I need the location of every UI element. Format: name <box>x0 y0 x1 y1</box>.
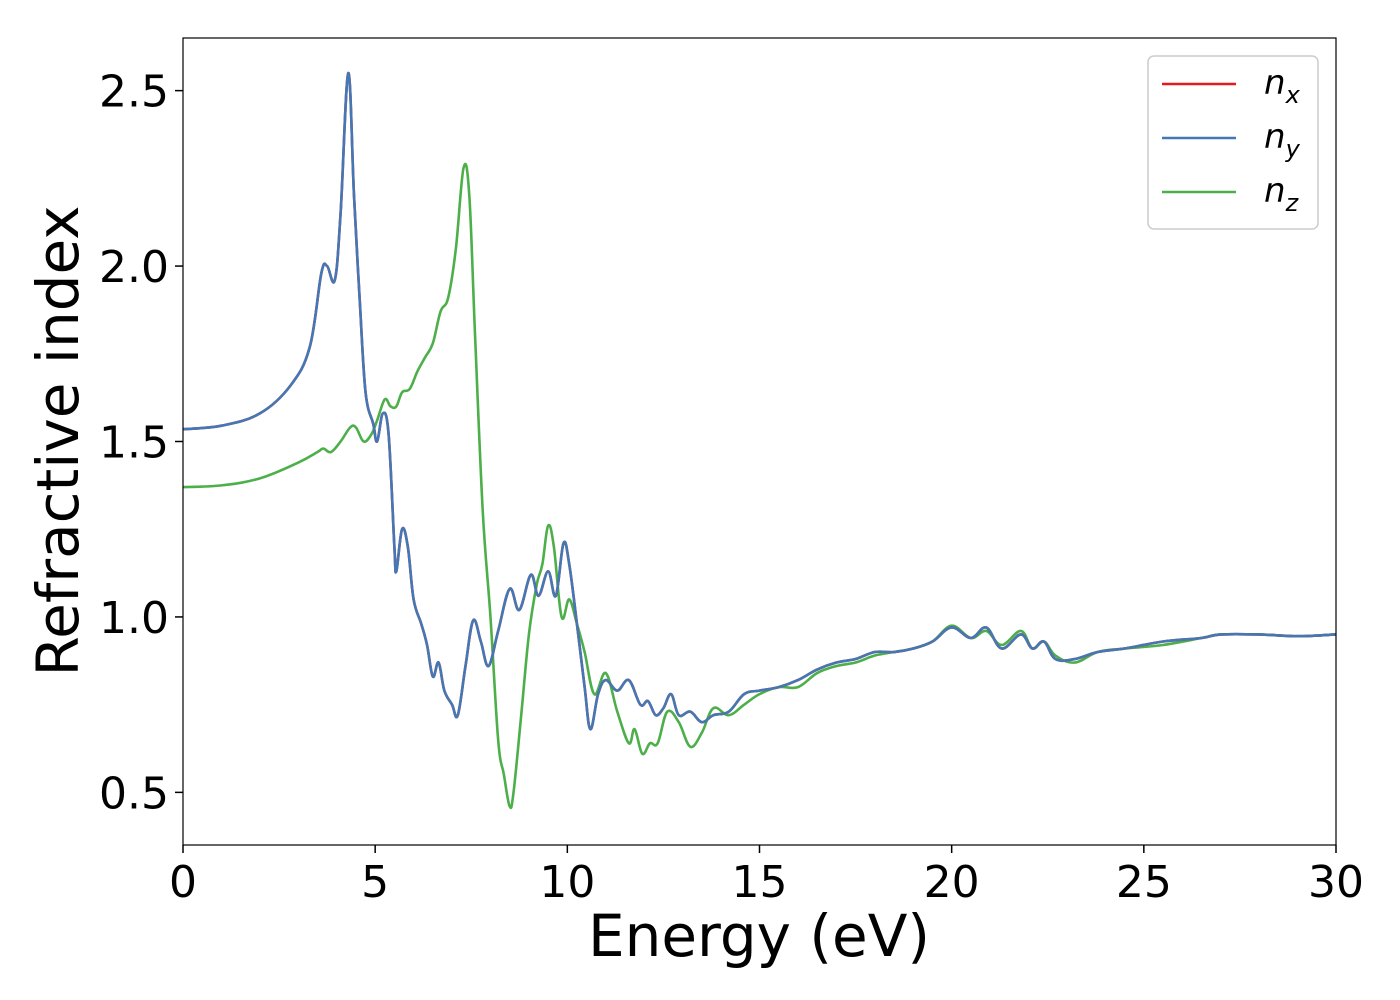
x-tick-label: 5 <box>361 857 389 908</box>
y-tick-label: 2.5 <box>99 67 169 118</box>
x-tick-label: 30 <box>1308 857 1364 908</box>
x-tick-label: 10 <box>539 857 595 908</box>
x-tick-label: 15 <box>732 857 788 908</box>
y-tick-label: 1.0 <box>99 593 169 644</box>
y-tick-label: 2.0 <box>99 242 169 293</box>
x-axis-title: Energy (eV) <box>588 902 930 970</box>
legend-box <box>1147 55 1319 230</box>
series-line-n-y <box>183 71 1336 731</box>
y-axis-ticks: 0.5 1.0 1.5 2.0 2.5 <box>99 67 183 819</box>
x-tick-label: 25 <box>1116 857 1172 908</box>
x-axis-ticks: 0 5 10 15 20 25 30 <box>169 845 1364 908</box>
y-tick-label: 0.5 <box>99 768 169 819</box>
y-axis-title: Refractive index <box>24 205 92 676</box>
legend-label-n-y: ny <box>1264 117 1301 163</box>
legend-label-n-x: nx <box>1264 63 1301 109</box>
series-line-n-z <box>183 162 1336 810</box>
x-tick-label: 0 <box>169 857 197 908</box>
x-tick-label: 20 <box>924 857 980 908</box>
y-tick-label: 1.5 <box>99 418 169 469</box>
series-layer <box>183 71 1336 810</box>
